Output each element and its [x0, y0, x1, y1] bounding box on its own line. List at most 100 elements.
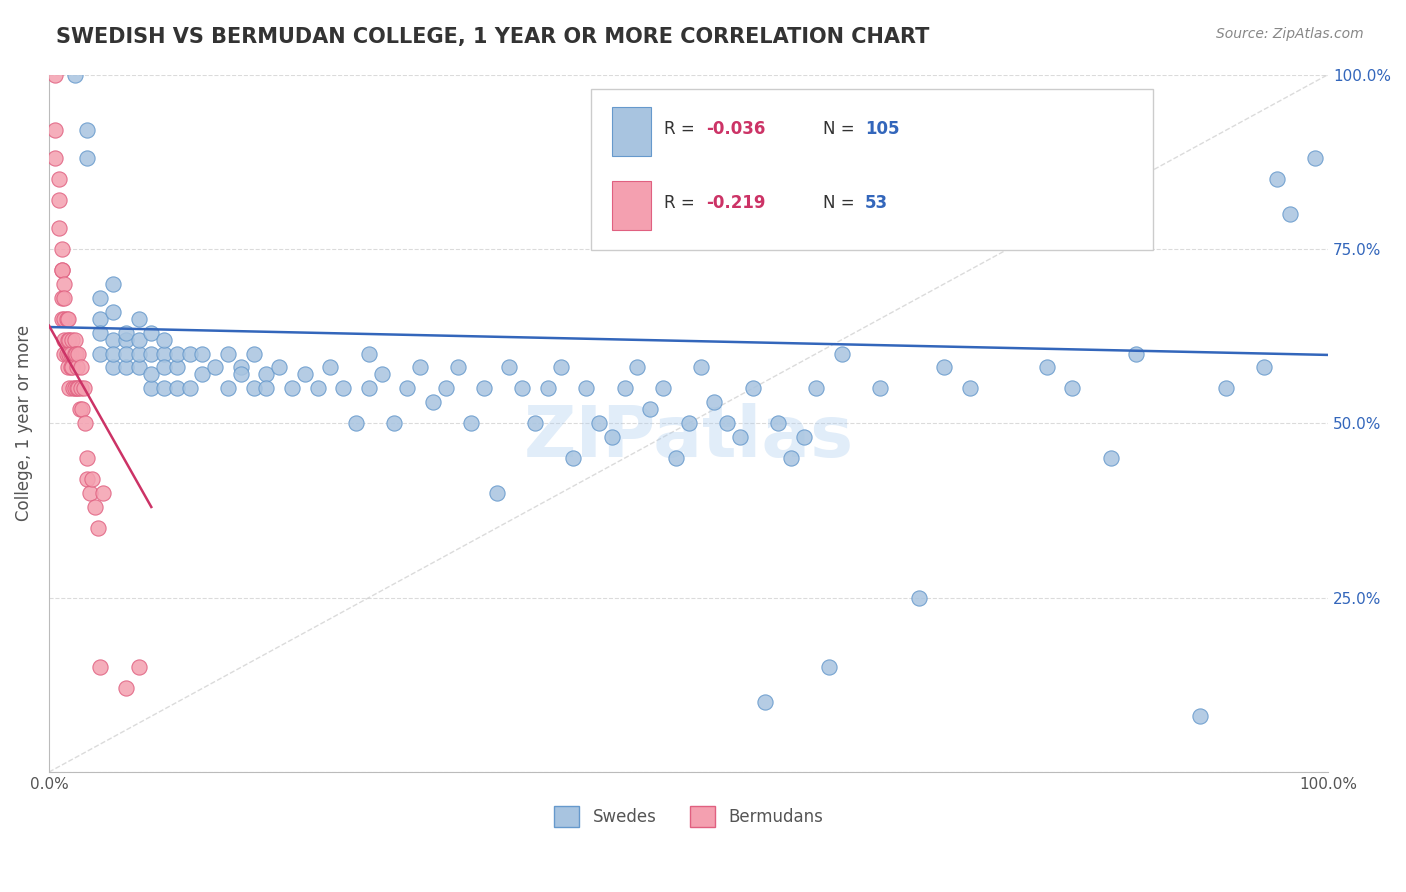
Swedes: [191, 346, 214, 360]
Swedes: [128, 311, 150, 326]
Bermudans: [44, 68, 66, 82]
Bermudans: [59, 360, 82, 375]
Swedes: [114, 360, 136, 375]
Swedes: [89, 346, 111, 360]
Swedes: [101, 346, 124, 360]
Swedes: [806, 381, 828, 395]
Swedes: [485, 486, 508, 500]
Swedes: [780, 451, 803, 466]
Swedes: [869, 381, 891, 395]
Swedes: [153, 381, 176, 395]
Swedes: [101, 277, 124, 291]
Bermudans: [63, 333, 86, 347]
Swedes: [907, 591, 929, 605]
Text: N =: N =: [823, 194, 859, 212]
Bermudans: [48, 221, 70, 235]
Swedes: [818, 660, 841, 674]
Swedes: [638, 402, 661, 417]
Swedes: [766, 417, 789, 431]
Bermudans: [73, 417, 96, 431]
Swedes: [703, 395, 725, 409]
Swedes: [370, 368, 392, 382]
Bermudans: [82, 472, 104, 486]
Text: N =: N =: [823, 120, 859, 138]
Bermudans: [60, 333, 83, 347]
Swedes: [153, 360, 176, 375]
Bermudans: [53, 346, 76, 360]
Bermudans: [65, 346, 87, 360]
Bermudans: [66, 360, 89, 375]
Bermudans: [86, 521, 108, 535]
Swedes: [524, 417, 547, 431]
Text: R =: R =: [664, 194, 700, 212]
Bermudans: [79, 486, 101, 500]
Swedes: [575, 381, 598, 395]
Swedes: [101, 304, 124, 318]
Swedes: [1215, 381, 1237, 395]
Bermudans: [63, 346, 86, 360]
Bermudans: [56, 311, 79, 326]
Swedes: [793, 430, 815, 444]
Swedes: [229, 360, 252, 375]
Swedes: [242, 346, 264, 360]
Bermudans: [58, 333, 80, 347]
Bermudans: [51, 262, 73, 277]
Swedes: [153, 333, 176, 347]
Swedes: [141, 381, 163, 395]
Swedes: [179, 346, 201, 360]
Swedes: [204, 360, 226, 375]
Swedes: [89, 311, 111, 326]
Swedes: [1189, 709, 1212, 723]
Swedes: [76, 151, 98, 165]
Bermudans: [91, 486, 114, 500]
Bermudans: [53, 277, 76, 291]
Text: Source: ZipAtlas.com: Source: ZipAtlas.com: [1216, 27, 1364, 41]
Bermudans: [72, 381, 94, 395]
Swedes: [472, 381, 495, 395]
Swedes: [1253, 360, 1275, 375]
Swedes: [332, 381, 354, 395]
Swedes: [550, 360, 572, 375]
Swedes: [1278, 207, 1301, 221]
Text: -0.219: -0.219: [706, 194, 765, 212]
Bermudans: [58, 381, 80, 395]
Bermudans: [128, 660, 150, 674]
Swedes: [166, 381, 188, 395]
Swedes: [934, 360, 956, 375]
Swedes: [166, 360, 188, 375]
Swedes: [831, 346, 853, 360]
Bermudans: [114, 681, 136, 696]
Swedes: [357, 346, 380, 360]
Bermudans: [56, 333, 79, 347]
Swedes: [678, 417, 700, 431]
Bermudans: [67, 381, 90, 395]
Swedes: [959, 381, 981, 395]
Swedes: [537, 381, 560, 395]
Swedes: [89, 326, 111, 340]
Bermudans: [76, 472, 98, 486]
Legend: Swedes, Bermudans: Swedes, Bermudans: [547, 800, 830, 833]
Bermudans: [89, 660, 111, 674]
Swedes: [716, 417, 738, 431]
Swedes: [254, 368, 277, 382]
Swedes: [101, 333, 124, 347]
Swedes: [409, 360, 432, 375]
Swedes: [281, 381, 304, 395]
Swedes: [63, 68, 86, 82]
Bermudans: [62, 381, 84, 395]
Swedes: [498, 360, 520, 375]
Swedes: [242, 381, 264, 395]
Swedes: [434, 381, 457, 395]
Swedes: [741, 381, 763, 395]
Swedes: [1099, 451, 1122, 466]
Bermudans: [56, 360, 79, 375]
Text: ZIPatlas: ZIPatlas: [523, 402, 853, 472]
Swedes: [128, 346, 150, 360]
Swedes: [1305, 151, 1327, 165]
Swedes: [114, 333, 136, 347]
Swedes: [153, 346, 176, 360]
Bermudans: [60, 360, 83, 375]
Swedes: [460, 417, 482, 431]
Bermudans: [51, 242, 73, 256]
Swedes: [179, 381, 201, 395]
